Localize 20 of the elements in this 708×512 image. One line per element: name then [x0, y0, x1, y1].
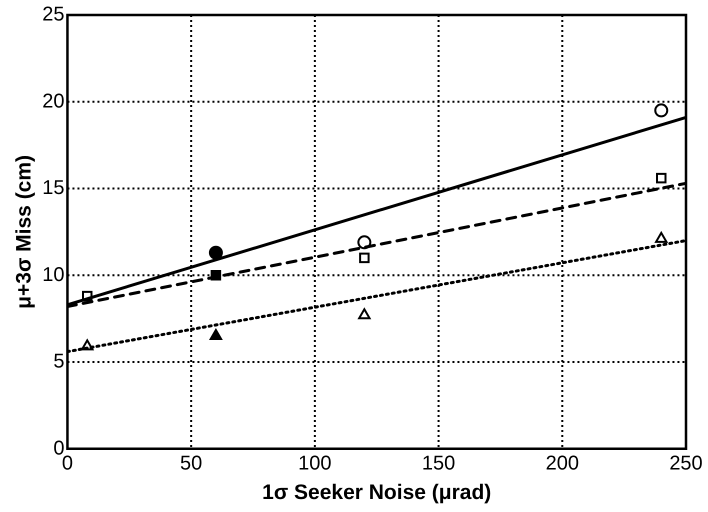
point: [210, 329, 222, 340]
point: [359, 252, 370, 264]
y-axis-title: μ+3σ Miss (cm): [12, 154, 36, 309]
point: [655, 232, 668, 243]
point: [656, 172, 666, 184]
y-tick-label: 0: [53, 437, 64, 460]
x-tick-label: 250: [669, 452, 703, 474]
x-tick-label: 100: [298, 452, 332, 474]
x-tick-label: 50: [180, 452, 202, 474]
y-tick-label: 10: [42, 264, 64, 286]
y-tick-label: 25: [42, 4, 64, 26]
x-axis-title: 1σ Seeker Noise (μrad): [262, 481, 492, 504]
x-tick-label: 200: [546, 452, 579, 474]
point: [654, 103, 668, 118]
y-tick-label: 5: [53, 350, 64, 373]
point: [358, 308, 371, 320]
y-tick-label: 15: [42, 177, 64, 200]
y-tick-label: 20: [42, 90, 64, 112]
x-tick-label: 150: [422, 452, 456, 474]
point: [208, 246, 223, 260]
